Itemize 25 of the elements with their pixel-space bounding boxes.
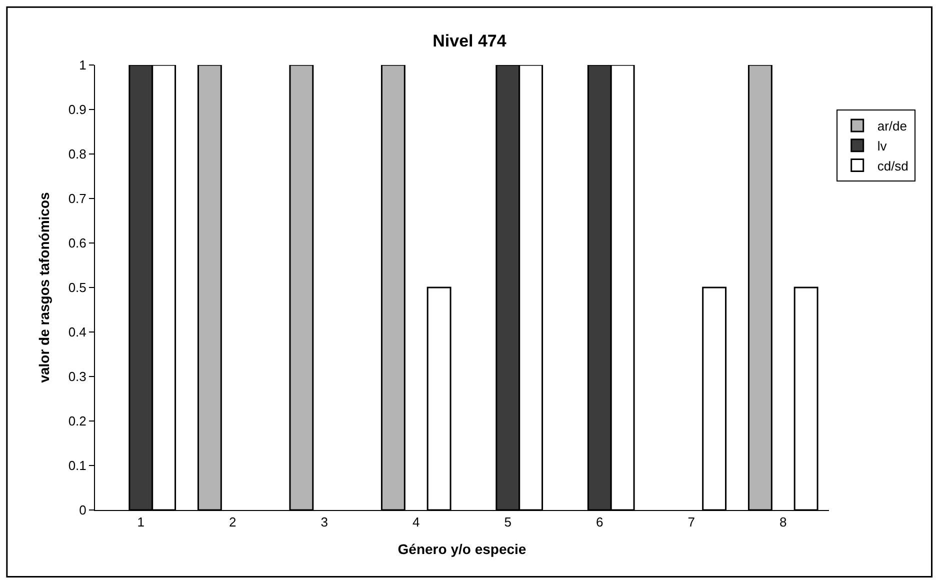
- y-tick-label: 0.8: [68, 146, 86, 162]
- y-tick-label: 1: [79, 58, 86, 73]
- legend-label: cd/sd: [877, 158, 908, 174]
- x-tick-label: 8: [780, 514, 787, 530]
- x-tick-label: 4: [412, 514, 420, 530]
- x-tick-label: 3: [320, 514, 328, 530]
- x-axis-title: Género y/o especie: [398, 540, 526, 557]
- y-tick-label: 0.1: [68, 458, 86, 474]
- y-axis-title: valor de rasgos tafonómicos: [36, 192, 52, 383]
- y-tick-label: 0.2: [68, 414, 86, 429]
- y-tick-label: 0.4: [68, 324, 86, 340]
- legend-label: lv: [877, 138, 888, 154]
- y-tick-label: 0.5: [68, 280, 86, 296]
- legend-label: ar/de: [877, 118, 907, 134]
- y-tick-label: 0.3: [68, 369, 86, 384]
- x-tick-label: 1: [137, 514, 144, 530]
- y-tick-label: 0: [79, 502, 86, 518]
- x-tick-label: 5: [504, 514, 512, 530]
- y-tick-label: 0.7: [68, 191, 86, 206]
- x-tick-label: 7: [688, 514, 695, 530]
- x-tick-label: 6: [596, 514, 604, 530]
- x-tick-label: 2: [229, 514, 236, 530]
- y-tick-label: 0.9: [68, 102, 86, 118]
- chart-title: Nivel 474: [432, 32, 507, 51]
- y-tick-label: 0.6: [68, 236, 86, 251]
